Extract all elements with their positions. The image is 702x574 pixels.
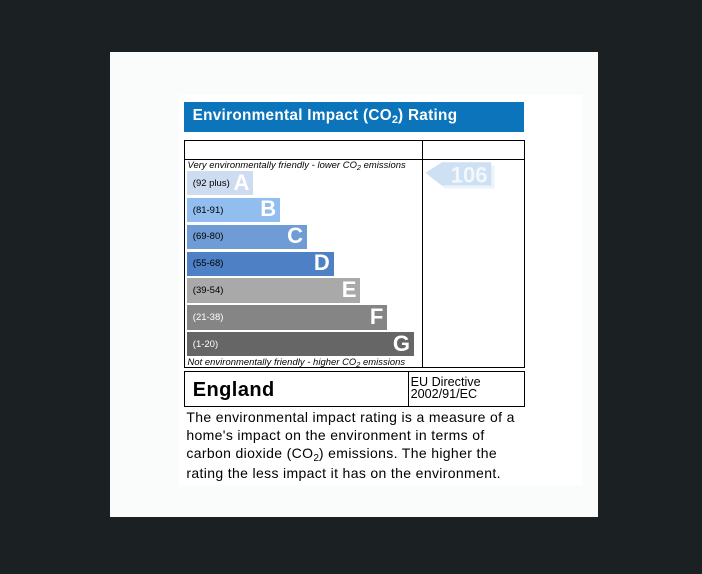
svg-text:106: 106	[451, 163, 488, 188]
